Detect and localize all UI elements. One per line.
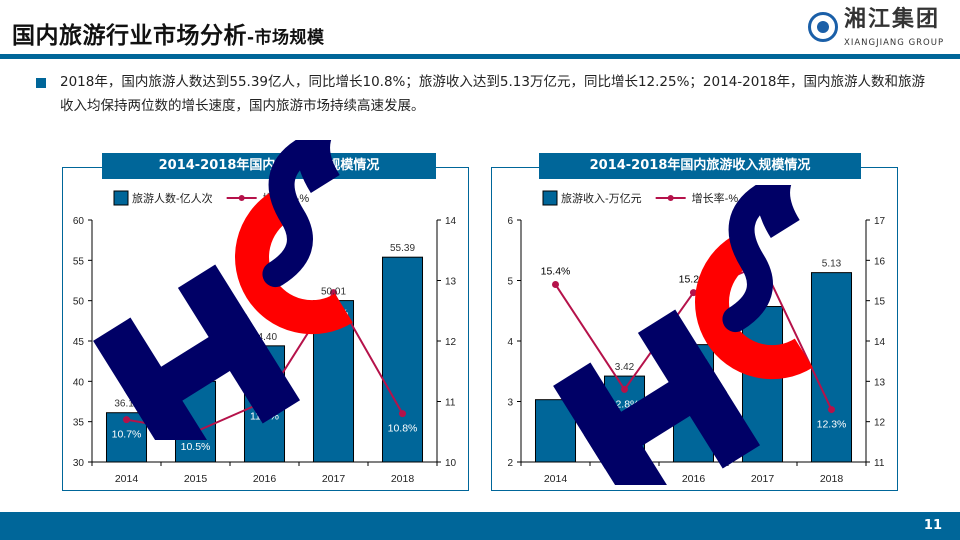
right-axis-tick-label: 14 [445,216,457,227]
left-axis-tick-label: 3 [507,398,513,409]
page-title-sub: -市场规模 [247,28,325,48]
growth-rate-label: 10.8% [388,423,418,435]
chart-title-revenue: 2014-2018年国内旅游收入规模情况 [539,153,861,179]
left-axis-tick-label: 30 [73,458,85,469]
left-axis-tick-label: 4 [507,337,513,348]
right-axis-tick-label: 16 [874,256,886,267]
bar-2014 [534,399,577,463]
bar-2018 [381,256,424,463]
growth-rate-point-2016 [261,398,268,405]
left-axis-tick-label: 50 [73,297,85,308]
right-axis-tick-label: 11 [874,458,885,469]
bar-value-label: 40.00 [183,367,208,378]
growth-rate-point-2017 [759,260,766,268]
bar-value-label: 50.01 [321,287,346,298]
growth-rate-point-2014 [123,416,130,424]
right-axis-tick-label: 15 [874,297,886,308]
growth-rate-point-2018 [828,406,835,414]
bar-2017 [741,306,784,463]
right-axis-tick-label: 14 [874,337,886,348]
x-axis-tick-label: 2018 [820,473,844,485]
logo-chinese-name: 湘江集团 [844,7,941,32]
bar-value-label: 55.39 [390,243,415,254]
summary-paragraph: 2018年，国内旅游人数达到55.39亿人，同比增长10.8%；旅游收入达到5.… [60,74,926,114]
legend-line-label: 增长率-% [263,191,310,205]
left-axis-tick-label: 55 [73,256,85,267]
left-axis-tick-label: 60 [73,216,85,227]
right-axis-tick-label: 11 [445,398,456,409]
x-axis-tick-label: 2017 [322,473,346,485]
legend-bar-swatch [113,190,129,206]
right-axis-tick-label: 17 [874,216,886,227]
right-axis-tick-label: 13 [445,277,457,288]
bar-value-label: 44.40 [252,332,277,343]
bar-value-label: 36.11 [114,399,139,410]
bar-value-label: 3.42 [615,362,635,373]
growth-rate-label: 10.5% [181,441,211,453]
growth-rate-point-2014 [552,281,559,289]
chart-title-visitors: 2014-2018年国内旅游人数规模情况 [102,153,436,179]
title-divider [0,54,960,59]
legend-bar-swatch [542,190,558,206]
growth-rate-label: 12.8% [610,398,640,410]
left-axis-tick-label: 2 [507,458,513,469]
chart-visitors: 旅游人数-亿人次 增长率-% 30 35 40 45 50 55 60 10 11 12 13 14 201… [73,190,457,485]
bar-2016 [672,344,715,463]
growth-rate-point-2018 [399,410,406,418]
left-axis-tick-label: 40 [73,377,85,388]
growth-rate-label: 15.2% [679,274,709,286]
bar-value-label: 4.57 [753,293,773,304]
right-axis-tick-label: 13 [874,377,886,388]
growth-rate-point-2015 [621,385,628,393]
x-axis-tick-label: 2014 [115,473,139,485]
bar-2018 [810,272,853,463]
x-axis-tick-label: 2016 [682,473,706,485]
legend-bar-label: 旅游收入-万亿元 [561,191,642,205]
right-axis-tick-label: 12 [445,337,457,348]
growth-rate-point-2015 [192,428,199,436]
left-axis-tick-label: 6 [507,216,513,227]
x-axis-tick-label: 2014 [544,473,568,485]
x-axis-tick-label: 2016 [253,473,277,485]
x-axis-tick-label: 2018 [391,473,415,485]
legend-line-marker [238,195,245,201]
growth-rate-label: 11.0% [250,411,279,423]
growth-rate-label: 15.4% [541,266,571,278]
bullet-square-icon [36,78,46,88]
growth-rate-point-2016 [690,289,697,297]
page-title: 国内旅游行业市场分析-市场规模 [12,16,325,50]
legend-bar-label: 旅游人数-亿人次 [132,191,213,205]
legend-line-label: 增长率-% [692,191,739,205]
left-axis-tick-label: 35 [73,418,85,429]
growth-rate-label: 12.3% [817,419,847,431]
chart-revenue: 旅游收入-万亿元 增长率-% 2 3 4 5 6 11 12 13 14 15 16 17 2014 2015… [507,190,886,485]
right-axis-tick-label: 12 [874,418,886,429]
right-axis-tick-label: 10 [445,458,457,469]
growth-rate-label: 10.7% [112,429,142,441]
footer-bar: 11 [0,512,960,540]
growth-rate-label: 12.8% [319,308,349,320]
bar-value-label: 5.13 [822,259,842,270]
left-axis-tick-label: 5 [507,277,513,288]
x-axis-tick-label: 2015 [184,473,208,485]
bar-2017 [312,300,355,463]
page-title-main: 国内旅游行业市场分析 [12,23,247,49]
logo-english-name: XIANGJIANG GROUP [844,38,945,48]
company-logo: 湘江集团 XIANGJIANG GROUP [808,6,958,52]
x-axis-tick-label: 2017 [751,473,775,485]
page-number: 11 [923,518,942,533]
company-logo-icon [808,12,838,42]
x-axis-tick-label: 2015 [613,473,637,485]
left-axis-tick-label: 45 [73,337,85,348]
legend-line-marker [667,195,674,201]
